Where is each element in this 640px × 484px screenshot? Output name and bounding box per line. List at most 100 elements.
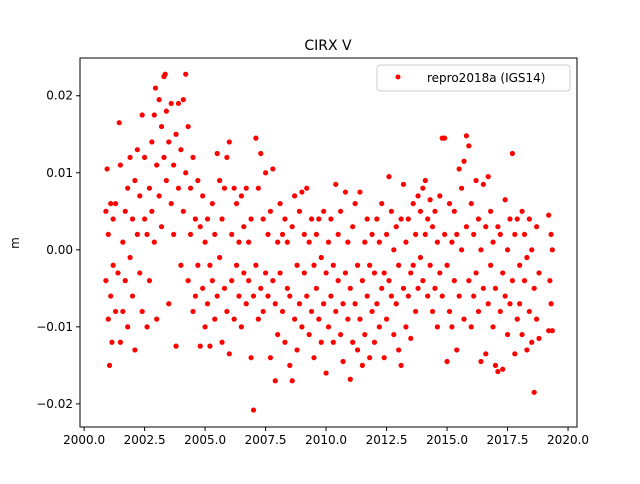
data-point (432, 285, 438, 291)
data-point (413, 231, 419, 238)
data-point (507, 216, 513, 222)
data-point (413, 308, 419, 315)
data-point (204, 216, 211, 222)
data-point (104, 166, 110, 172)
data-point (214, 293, 220, 299)
data-point (292, 193, 298, 199)
data-point (357, 189, 363, 195)
data-point (422, 177, 428, 184)
data-point (549, 247, 555, 253)
data-point (526, 216, 532, 222)
data-point (117, 162, 124, 168)
legend-box (376, 64, 571, 92)
data-point (183, 170, 189, 176)
data-point (175, 100, 182, 107)
data-point (442, 231, 448, 238)
data-point (364, 293, 370, 299)
data-point (262, 270, 269, 276)
data-point (250, 293, 257, 299)
data-point (306, 239, 312, 245)
data-point (517, 301, 523, 307)
data-point (374, 216, 380, 222)
data-point (255, 316, 261, 322)
data-point (350, 339, 356, 345)
data-point (301, 270, 307, 276)
data-point (125, 185, 131, 191)
data-point (299, 324, 305, 330)
data-point (354, 347, 361, 353)
data-point (507, 301, 513, 307)
data-point (458, 247, 465, 253)
data-point (122, 278, 128, 284)
data-point (120, 308, 126, 315)
data-point (524, 254, 530, 261)
data-point (158, 224, 165, 230)
data-point (253, 135, 259, 141)
data-point (328, 293, 334, 299)
data-point (437, 193, 443, 199)
data-point (379, 285, 385, 291)
data-point (408, 335, 414, 342)
data-point (226, 139, 232, 145)
data-point (146, 278, 153, 284)
data-point (519, 208, 525, 214)
data-point (383, 316, 390, 322)
data-point (371, 339, 378, 345)
data-point (311, 355, 317, 361)
data-point (185, 123, 191, 130)
data-point (364, 216, 370, 222)
data-point (509, 150, 515, 157)
data-point (367, 355, 373, 361)
data-point (192, 293, 199, 299)
data-point (495, 224, 501, 230)
data-point (415, 193, 421, 199)
data-point (398, 362, 404, 368)
x-tick-label: 2000.0 (63, 433, 105, 447)
data-point (514, 216, 520, 222)
data-point (471, 231, 477, 238)
data-point (270, 278, 276, 284)
data-point (383, 231, 390, 238)
data-point (352, 200, 358, 207)
data-point (480, 181, 486, 187)
data-point (483, 351, 489, 357)
data-point (238, 193, 244, 199)
data-point (405, 216, 411, 222)
data-point (260, 308, 266, 315)
data-point (396, 347, 402, 353)
data-point (521, 278, 528, 284)
data-point (376, 239, 382, 245)
x-tick-label: 2017.5 (487, 433, 529, 447)
data-point (321, 301, 327, 307)
data-point (425, 216, 431, 222)
data-point (446, 308, 453, 315)
data-point (296, 301, 303, 307)
data-point (195, 177, 201, 184)
data-point (396, 262, 402, 268)
data-point (105, 316, 111, 322)
data-point (461, 158, 467, 164)
data-point (403, 324, 409, 330)
data-point (154, 316, 160, 322)
data-point (456, 293, 462, 299)
data-point (359, 278, 365, 284)
data-point (449, 324, 455, 330)
data-point (492, 285, 499, 291)
data-point (187, 231, 194, 238)
data-point (340, 301, 346, 307)
data-point (454, 347, 460, 353)
data-point (161, 154, 167, 160)
data-point (103, 278, 109, 284)
data-point (304, 293, 310, 299)
data-point (313, 285, 320, 291)
data-point (108, 200, 114, 207)
data-point (415, 285, 421, 291)
data-point (400, 181, 407, 187)
data-point (417, 208, 424, 214)
data-point (335, 278, 341, 284)
data-point (488, 208, 494, 214)
data-point (342, 270, 349, 276)
data-point (504, 331, 511, 338)
data-point (168, 100, 174, 107)
data-point (417, 254, 424, 261)
